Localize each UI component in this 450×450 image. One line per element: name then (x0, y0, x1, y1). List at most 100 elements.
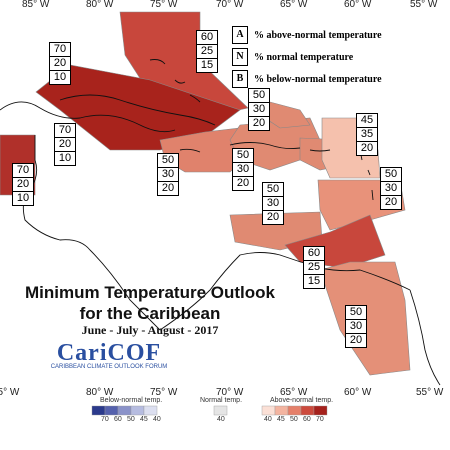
colorbar-above-swatch (274, 405, 289, 416)
lon-top-60: 60° W (344, 0, 372, 10)
prob-below: 20 (349, 334, 363, 346)
prob-normal: 30 (346, 320, 366, 334)
colorbar-below-tick: 45 (140, 416, 148, 423)
colorbar-below-label: Below-normal temp. (100, 397, 163, 404)
legend-text-below: % below-normal temperature (254, 73, 382, 85)
prob-normal: 30 (158, 168, 178, 182)
prob-box-jamaica: 50 30 20 (157, 153, 179, 196)
prob-box-puerto-rico: 50 30 20 (262, 182, 284, 225)
colorbar-above-label: Above-normal temp. (270, 397, 334, 404)
map-period: June - July - August - 2017 (81, 323, 219, 337)
colorbar-above-tick: 70 (316, 416, 324, 423)
prob-above: 60 (304, 247, 324, 261)
prob-below: 20 (266, 211, 280, 223)
prob-below: 10 (58, 152, 72, 164)
prob-box-leeward: 45 35 20 (356, 113, 378, 156)
lon-top-70: 70° W (216, 0, 244, 10)
colorbar-below-swatch (117, 405, 132, 416)
legend-text-normal: % normal temperature (254, 51, 354, 63)
prob-normal: 30 (233, 163, 253, 177)
prob-above: 50 (158, 154, 178, 168)
map-title-line1: Minimum Temperature Outlook (25, 283, 275, 302)
prob-below: 20 (161, 182, 175, 194)
prob-normal: 20 (55, 138, 75, 152)
colorbar-below-tick: 40 (153, 416, 161, 423)
prob-normal: 30 (381, 182, 401, 196)
colorbar-below-tick: 60 (114, 416, 122, 423)
legend-key: A % above-normal temperature N % normal … (232, 24, 382, 90)
prob-below: 20 (236, 177, 250, 189)
prob-box-guianas: 50 30 20 (345, 305, 367, 348)
colorbar (91, 405, 328, 416)
lon-bottom-70: 70° W (216, 387, 244, 398)
colorbar-below-swatch (91, 405, 106, 416)
prob-above: 50 (263, 183, 283, 197)
prob-normal: 30 (249, 103, 269, 117)
prob-above: 45 (357, 114, 377, 128)
legend-row-below: B % below-normal temperature (232, 68, 382, 90)
legend-letter-a: A (232, 26, 248, 44)
prob-box-cuba: 70 20 10 (49, 42, 71, 85)
prob-below: 20 (252, 117, 266, 129)
colorbar-above-swatch (313, 405, 328, 416)
prob-below: 20 (384, 196, 398, 208)
map-title-line2: for the Caribbean (79, 304, 221, 323)
prob-box-bahamas: 60 25 15 (196, 30, 218, 73)
prob-normal: 20 (13, 178, 33, 192)
colorbar-above-swatch (261, 405, 276, 416)
prob-above: 50 (381, 168, 401, 182)
legend-letter-n: N (232, 48, 248, 66)
colorbar-above-tick: 50 (290, 416, 298, 423)
logo-name: CariCOF (56, 340, 162, 366)
colorbar-below-tick: 70 (101, 416, 109, 423)
prob-normal: 30 (263, 197, 283, 211)
lon-top-55: 55° W (410, 0, 438, 10)
colorbar-below-swatch (104, 405, 119, 416)
legend-row-normal: N % normal temperature (232, 46, 382, 68)
colorbar-above-tick: 60 (303, 416, 311, 423)
prob-normal: 35 (357, 128, 377, 142)
lon-bottom-75: 75° W (150, 387, 178, 398)
prob-above: 50 (249, 89, 269, 103)
lon-bottom-65: 65° W (280, 387, 308, 398)
colorbar-above-swatch (287, 405, 302, 416)
lon-bottom-80: 80° W (86, 387, 114, 398)
lon-top-85: 85° W (22, 0, 50, 10)
prob-box-turks: 50 30 20 (248, 88, 270, 131)
prob-box-western-caribbean: 70 20 10 (54, 123, 76, 166)
colorbar-below-swatch (130, 405, 145, 416)
colorbar-normal-swatch (213, 405, 228, 416)
prob-normal: 25 (197, 45, 217, 59)
colorbar-above-swatch (300, 405, 315, 416)
prob-above: 60 (197, 31, 217, 45)
colorbar-normal-tick: 40 (217, 416, 225, 423)
colorbar-above-tick: 45 (277, 416, 285, 423)
lon-bottom-55: 55° W (416, 387, 444, 398)
lon-top-75: 75° W (150, 0, 178, 10)
caricof-logo: CariCOF CARIBBEAN CLIMATE OUTLOOK FORUM (34, 340, 184, 370)
prob-below: 20 (360, 142, 374, 154)
lon-top-80: 80° W (86, 0, 114, 10)
legend-text-above: % above-normal temperature (254, 29, 382, 41)
prob-below: 15 (307, 275, 321, 287)
prob-above: 50 (233, 149, 253, 163)
prob-normal: 20 (50, 57, 70, 71)
prob-box-hispaniola: 50 30 20 (232, 148, 254, 191)
prob-box-belize: 70 20 10 (12, 163, 34, 206)
logo-subtitle: CARIBBEAN CLIMATE OUTLOOK FORUM (50, 364, 168, 370)
prob-below: 15 (200, 59, 214, 71)
colorbar-normal-label: Normal temp. (200, 397, 243, 404)
prob-below: 10 (53, 71, 67, 83)
legend-row-above: A % above-normal temperature (232, 24, 382, 46)
lon-bottom-60: 60° W (344, 387, 372, 398)
prob-below: 10 (16, 192, 30, 204)
prob-box-windward: 50 30 20 (380, 167, 402, 210)
colorbar-below-tick: 50 (127, 416, 135, 423)
lon-bottom-85: 85° W (0, 387, 20, 398)
prob-above: 70 (55, 124, 75, 138)
legend-letter-b: B (232, 70, 248, 88)
prob-box-trinidad: 60 25 15 (303, 246, 325, 289)
prob-normal: 25 (304, 261, 324, 275)
prob-above: 50 (346, 306, 366, 320)
